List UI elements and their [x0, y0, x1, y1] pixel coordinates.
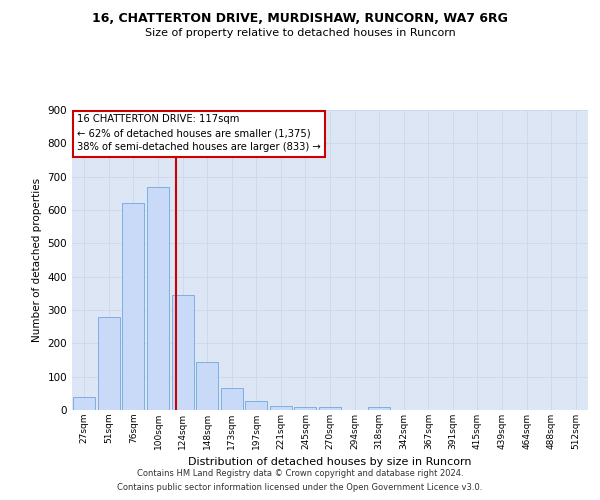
Text: Contains public sector information licensed under the Open Government Licence v3: Contains public sector information licen…	[118, 484, 482, 492]
Text: Contains HM Land Registry data © Crown copyright and database right 2024.: Contains HM Land Registry data © Crown c…	[137, 468, 463, 477]
Bar	[319, 406, 341, 410]
Bar	[221, 388, 243, 410]
Bar	[73, 396, 95, 410]
Bar	[147, 186, 169, 410]
Bar	[122, 204, 145, 410]
Text: 16, CHATTERTON DRIVE, MURDISHAW, RUNCORN, WA7 6RG: 16, CHATTERTON DRIVE, MURDISHAW, RUNCORN…	[92, 12, 508, 26]
Bar	[295, 406, 316, 410]
X-axis label: Distribution of detached houses by size in Runcorn: Distribution of detached houses by size …	[188, 458, 472, 468]
Text: Size of property relative to detached houses in Runcorn: Size of property relative to detached ho…	[145, 28, 455, 38]
Bar	[196, 362, 218, 410]
Bar	[98, 316, 120, 410]
Bar	[245, 400, 268, 410]
Bar	[368, 408, 390, 410]
Text: 16 CHATTERTON DRIVE: 117sqm
← 62% of detached houses are smaller (1,375)
38% of : 16 CHATTERTON DRIVE: 117sqm ← 62% of det…	[77, 114, 321, 152]
Bar	[270, 406, 292, 410]
Y-axis label: Number of detached properties: Number of detached properties	[32, 178, 42, 342]
Bar	[172, 295, 194, 410]
